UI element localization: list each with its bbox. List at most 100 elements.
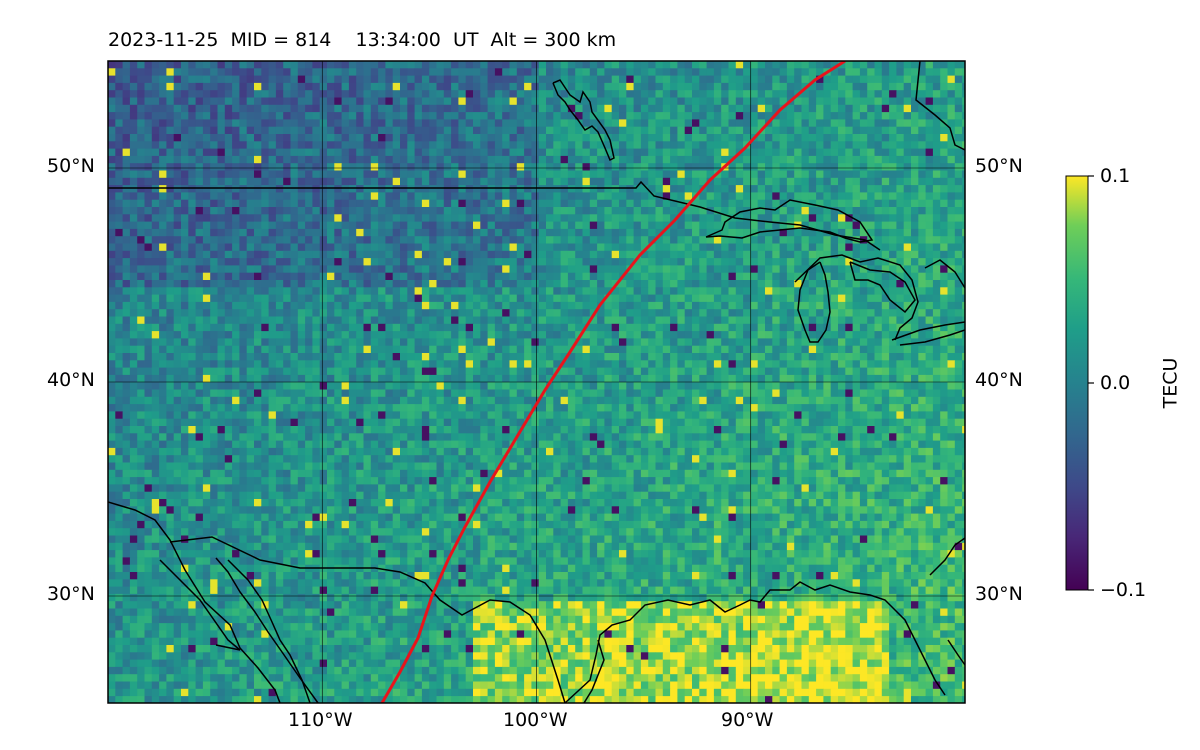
tec-cell (538, 272, 547, 281)
tec-cell (319, 192, 328, 201)
tec-cell (932, 331, 941, 339)
tec-cell (626, 68, 634, 76)
tec-cell (947, 250, 956, 259)
tec-cell (940, 236, 948, 244)
tec-cell (319, 170, 328, 179)
tec-cell (122, 360, 131, 368)
tec-cell (173, 309, 182, 317)
tec-cell (816, 236, 824, 244)
tec-cell (611, 323, 620, 332)
tec-cell (881, 294, 890, 303)
tec-cell (348, 126, 357, 135)
tec-cell (947, 104, 956, 113)
tec-cell (918, 280, 926, 288)
tec-cell (830, 185, 839, 193)
tec-cell (348, 185, 357, 193)
tec-cell (385, 185, 394, 193)
tec-cell (297, 207, 306, 215)
tec-cell (911, 155, 919, 164)
tec-cell (436, 90, 445, 98)
tec-cell (159, 338, 167, 347)
tec-cell (290, 104, 299, 113)
tec-cell (327, 272, 335, 281)
tec-cell (232, 82, 240, 91)
tec-cell (392, 287, 401, 295)
tec-cell (261, 61, 269, 69)
tec-cell (567, 126, 576, 135)
tec-cell (925, 360, 934, 368)
tec-cell (867, 185, 875, 193)
tec-cell (699, 280, 707, 288)
tec-cell (254, 119, 262, 128)
tec-cell (524, 75, 532, 84)
tec-cell (378, 90, 386, 98)
tec-cell (319, 287, 328, 295)
tec-cell (261, 243, 269, 252)
tec-cell (859, 338, 868, 347)
tec-cell (772, 221, 780, 230)
tec-cell (896, 148, 905, 157)
tec-cell (166, 250, 175, 259)
tec-cell (370, 331, 379, 339)
tec-cell (122, 228, 131, 237)
tec-cell (392, 119, 401, 128)
tec-cell (108, 309, 116, 317)
tec-cell (947, 287, 956, 295)
tec-cell (954, 170, 963, 179)
tec-cell (743, 148, 751, 157)
tec-cell (750, 316, 759, 325)
tec-cell (808, 134, 817, 142)
tec-cell (954, 353, 963, 361)
tec-cell (567, 82, 576, 91)
tec-cell (743, 68, 751, 76)
tec-cell (881, 323, 890, 332)
tec-cell (290, 309, 299, 317)
tec-cell (392, 236, 401, 244)
tec-cell (765, 331, 773, 339)
tec-cell (261, 192, 269, 201)
tec-cell (166, 75, 175, 84)
tec-cell (553, 75, 561, 84)
tec-cell (297, 236, 306, 244)
tec-cell (480, 294, 488, 303)
tec-cell (582, 119, 591, 128)
tec-cell (626, 112, 634, 120)
tec-cell (896, 141, 905, 149)
tec-cell (487, 141, 496, 149)
tec-cell (867, 126, 875, 135)
tec-cell (553, 61, 561, 69)
tec-cell (940, 294, 948, 303)
tec-cell (575, 323, 583, 332)
tec-cell (239, 126, 248, 135)
tec-cell (706, 316, 715, 325)
tec-cell (721, 75, 729, 84)
tec-cell (327, 207, 335, 215)
tec-cell (962, 265, 965, 274)
tec-cell (648, 207, 656, 215)
tec-cell (436, 360, 445, 368)
tec-cell (202, 192, 211, 201)
tec-cell (378, 185, 386, 193)
tec-cell (808, 126, 817, 135)
tec-cell (129, 287, 138, 295)
tec-cell (713, 301, 722, 310)
tec-cell (560, 61, 569, 69)
tec-cell (670, 301, 678, 310)
tec-cell (772, 338, 780, 347)
tec-cell (889, 353, 897, 361)
tec-cell (144, 112, 153, 120)
tec-cell (122, 243, 131, 252)
tec-cell (473, 323, 481, 332)
tec-cell (363, 126, 372, 135)
tec-cell (210, 192, 218, 201)
tec-cell (370, 243, 379, 252)
tec-cell (692, 207, 700, 215)
tec-cell (370, 272, 379, 281)
tec-cell (458, 294, 467, 303)
tec-cell (421, 199, 430, 208)
tec-cell (633, 97, 642, 106)
tec-cell (516, 112, 525, 120)
tec-cell (210, 112, 218, 120)
tec-cell (319, 61, 328, 69)
tec-cell (582, 243, 591, 252)
